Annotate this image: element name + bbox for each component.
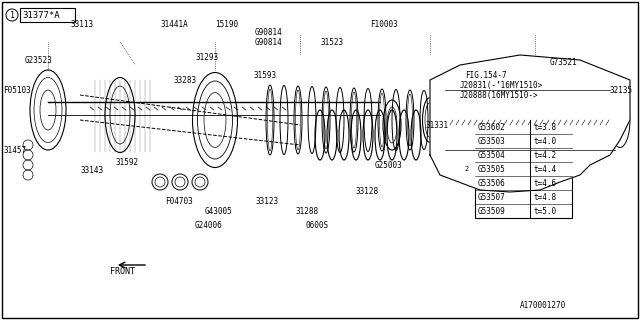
- Text: FRONT: FRONT: [109, 268, 134, 276]
- Text: t=4.0: t=4.0: [533, 137, 556, 146]
- Text: 31331: 31331: [425, 121, 448, 130]
- Text: 33128: 33128: [355, 188, 378, 196]
- Text: 2: 2: [465, 166, 469, 172]
- Text: t=4.2: t=4.2: [533, 150, 556, 159]
- Text: 33123: 33123: [255, 197, 278, 206]
- Text: t=4.4: t=4.4: [533, 164, 556, 173]
- Text: J20888(16MY1510->: J20888(16MY1510->: [460, 91, 539, 100]
- Text: G53602: G53602: [478, 123, 506, 132]
- Text: J20831(-’16MY1510>: J20831(-’16MY1510>: [460, 81, 543, 90]
- Text: F10003: F10003: [370, 20, 397, 28]
- Text: 31441A: 31441A: [160, 20, 188, 28]
- Text: 15190: 15190: [215, 20, 238, 28]
- Text: 31288: 31288: [295, 207, 318, 217]
- Text: A170001270: A170001270: [520, 300, 566, 309]
- Text: 33113: 33113: [70, 20, 93, 28]
- Text: 32135: 32135: [610, 85, 633, 94]
- Text: G53507: G53507: [478, 193, 506, 202]
- Text: G53503: G53503: [478, 137, 506, 146]
- Text: 31523: 31523: [320, 37, 343, 46]
- Text: G73521: G73521: [550, 58, 578, 67]
- Text: t=5.0: t=5.0: [533, 206, 556, 215]
- Text: G53504: G53504: [478, 150, 506, 159]
- Text: 33143: 33143: [80, 165, 103, 174]
- Text: G25003: G25003: [375, 161, 403, 170]
- Polygon shape: [430, 55, 630, 192]
- Text: 33283: 33283: [173, 76, 196, 84]
- Text: F05103: F05103: [3, 85, 31, 94]
- Text: t=4.6: t=4.6: [533, 179, 556, 188]
- Text: 31593: 31593: [253, 70, 276, 79]
- Text: G24006: G24006: [195, 220, 223, 229]
- Text: 31457: 31457: [3, 146, 26, 155]
- Text: 31377*A: 31377*A: [22, 11, 60, 20]
- Text: G90814: G90814: [255, 37, 283, 46]
- Text: G53506: G53506: [478, 179, 506, 188]
- Text: G53505: G53505: [478, 164, 506, 173]
- Text: 31592: 31592: [115, 157, 138, 166]
- Text: G53509: G53509: [478, 206, 506, 215]
- Text: t=4.8: t=4.8: [533, 193, 556, 202]
- Text: G23523: G23523: [25, 55, 52, 65]
- Text: G90814: G90814: [255, 28, 283, 36]
- Text: G43005: G43005: [205, 207, 233, 217]
- Bar: [475, 120, 572, 218]
- Text: F04703: F04703: [165, 197, 193, 206]
- Text: FIG.154-7: FIG.154-7: [465, 70, 507, 79]
- Text: 0600S: 0600S: [305, 220, 328, 229]
- Text: t=3.8: t=3.8: [533, 123, 556, 132]
- Text: 31293: 31293: [195, 52, 218, 61]
- Text: 1: 1: [10, 11, 15, 20]
- Bar: [20, 8, 75, 22]
